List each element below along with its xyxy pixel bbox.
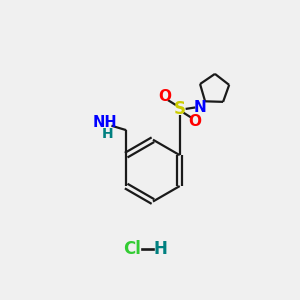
Text: S: S	[174, 100, 186, 118]
Text: NH: NH	[93, 115, 117, 130]
Text: N: N	[194, 100, 207, 115]
Text: O: O	[158, 89, 171, 104]
Text: H: H	[153, 240, 167, 258]
Text: H: H	[101, 127, 113, 141]
Text: Cl: Cl	[123, 240, 141, 258]
Text: O: O	[188, 114, 202, 129]
